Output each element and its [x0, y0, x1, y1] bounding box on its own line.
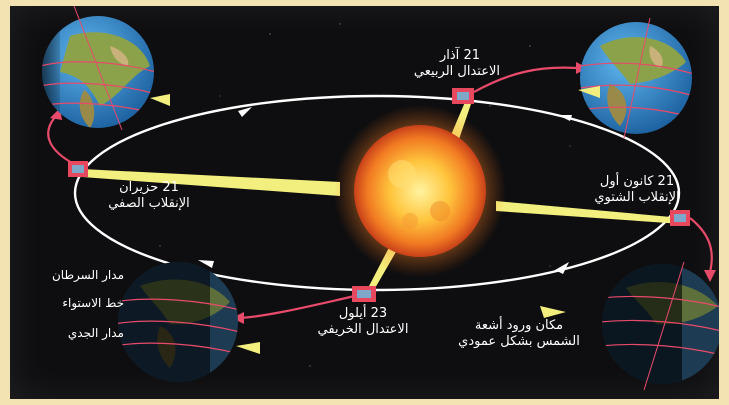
- spring-date: 21 آذار: [440, 48, 480, 63]
- summer-date: 21 حزيران: [119, 180, 179, 195]
- earth-globe-icon: [540, 261, 719, 391]
- label-vertical-rays: مكان ورود أشعة الشمس بشكل عمودي: [454, 318, 584, 350]
- vertical-rays-line2: الشمس بشكل عمودي: [458, 334, 580, 349]
- ray-summer: [82, 169, 340, 196]
- starfield: [159, 23, 571, 367]
- earth-globe-icon: [118, 262, 260, 382]
- orbit-ellipse: [73, 94, 681, 292]
- diagram-panel: 21 آذار الاعتدال الربيعي 21 حزيران الإنق…: [10, 6, 719, 399]
- label-equator: خط الاستواء: [62, 296, 124, 310]
- seasons-diagram: [42, 6, 719, 391]
- season-arrows: [47, 66, 713, 320]
- autumn-date: 23 أيلول: [338, 306, 388, 321]
- orbit-arrow-icon: [238, 107, 252, 117]
- ray-winter: [496, 201, 682, 224]
- winter-name: الإنقلاب الشتوي: [594, 190, 680, 205]
- orbit-markers: [68, 88, 690, 302]
- orbit-arrows: [198, 107, 572, 274]
- vertical-rays-line1: مكان ورود أشعة: [474, 318, 564, 333]
- label-spring: 21 آذار الاعتدال الربيعي: [413, 48, 500, 80]
- sun-icon: [334, 105, 506, 277]
- winter-date: 21 كانون أول: [599, 174, 675, 189]
- earth-globe-icon: [578, 17, 692, 139]
- orbit-arrow-icon: [555, 262, 569, 274]
- label-autumn: 23 أيلول الاعتدال الخريفي: [298, 306, 428, 338]
- label-winter: 21 كانون أول الإنقلاب الشتوي: [582, 174, 692, 206]
- label-capricorn: مدار الجدي: [67, 326, 124, 340]
- spring-name: الاعتدال الربيعي: [413, 64, 500, 79]
- orbit-arrow-icon: [198, 260, 214, 268]
- autumn-name: الاعتدال الخريفي: [317, 322, 409, 337]
- orbit-arrow-icon: [558, 115, 572, 121]
- label-cancer: مدار السرطان: [51, 268, 124, 282]
- label-summer: 21 حزيران الإنقلاب الصفي: [94, 180, 204, 212]
- summer-name: الإنقلاب الصفي: [108, 196, 190, 211]
